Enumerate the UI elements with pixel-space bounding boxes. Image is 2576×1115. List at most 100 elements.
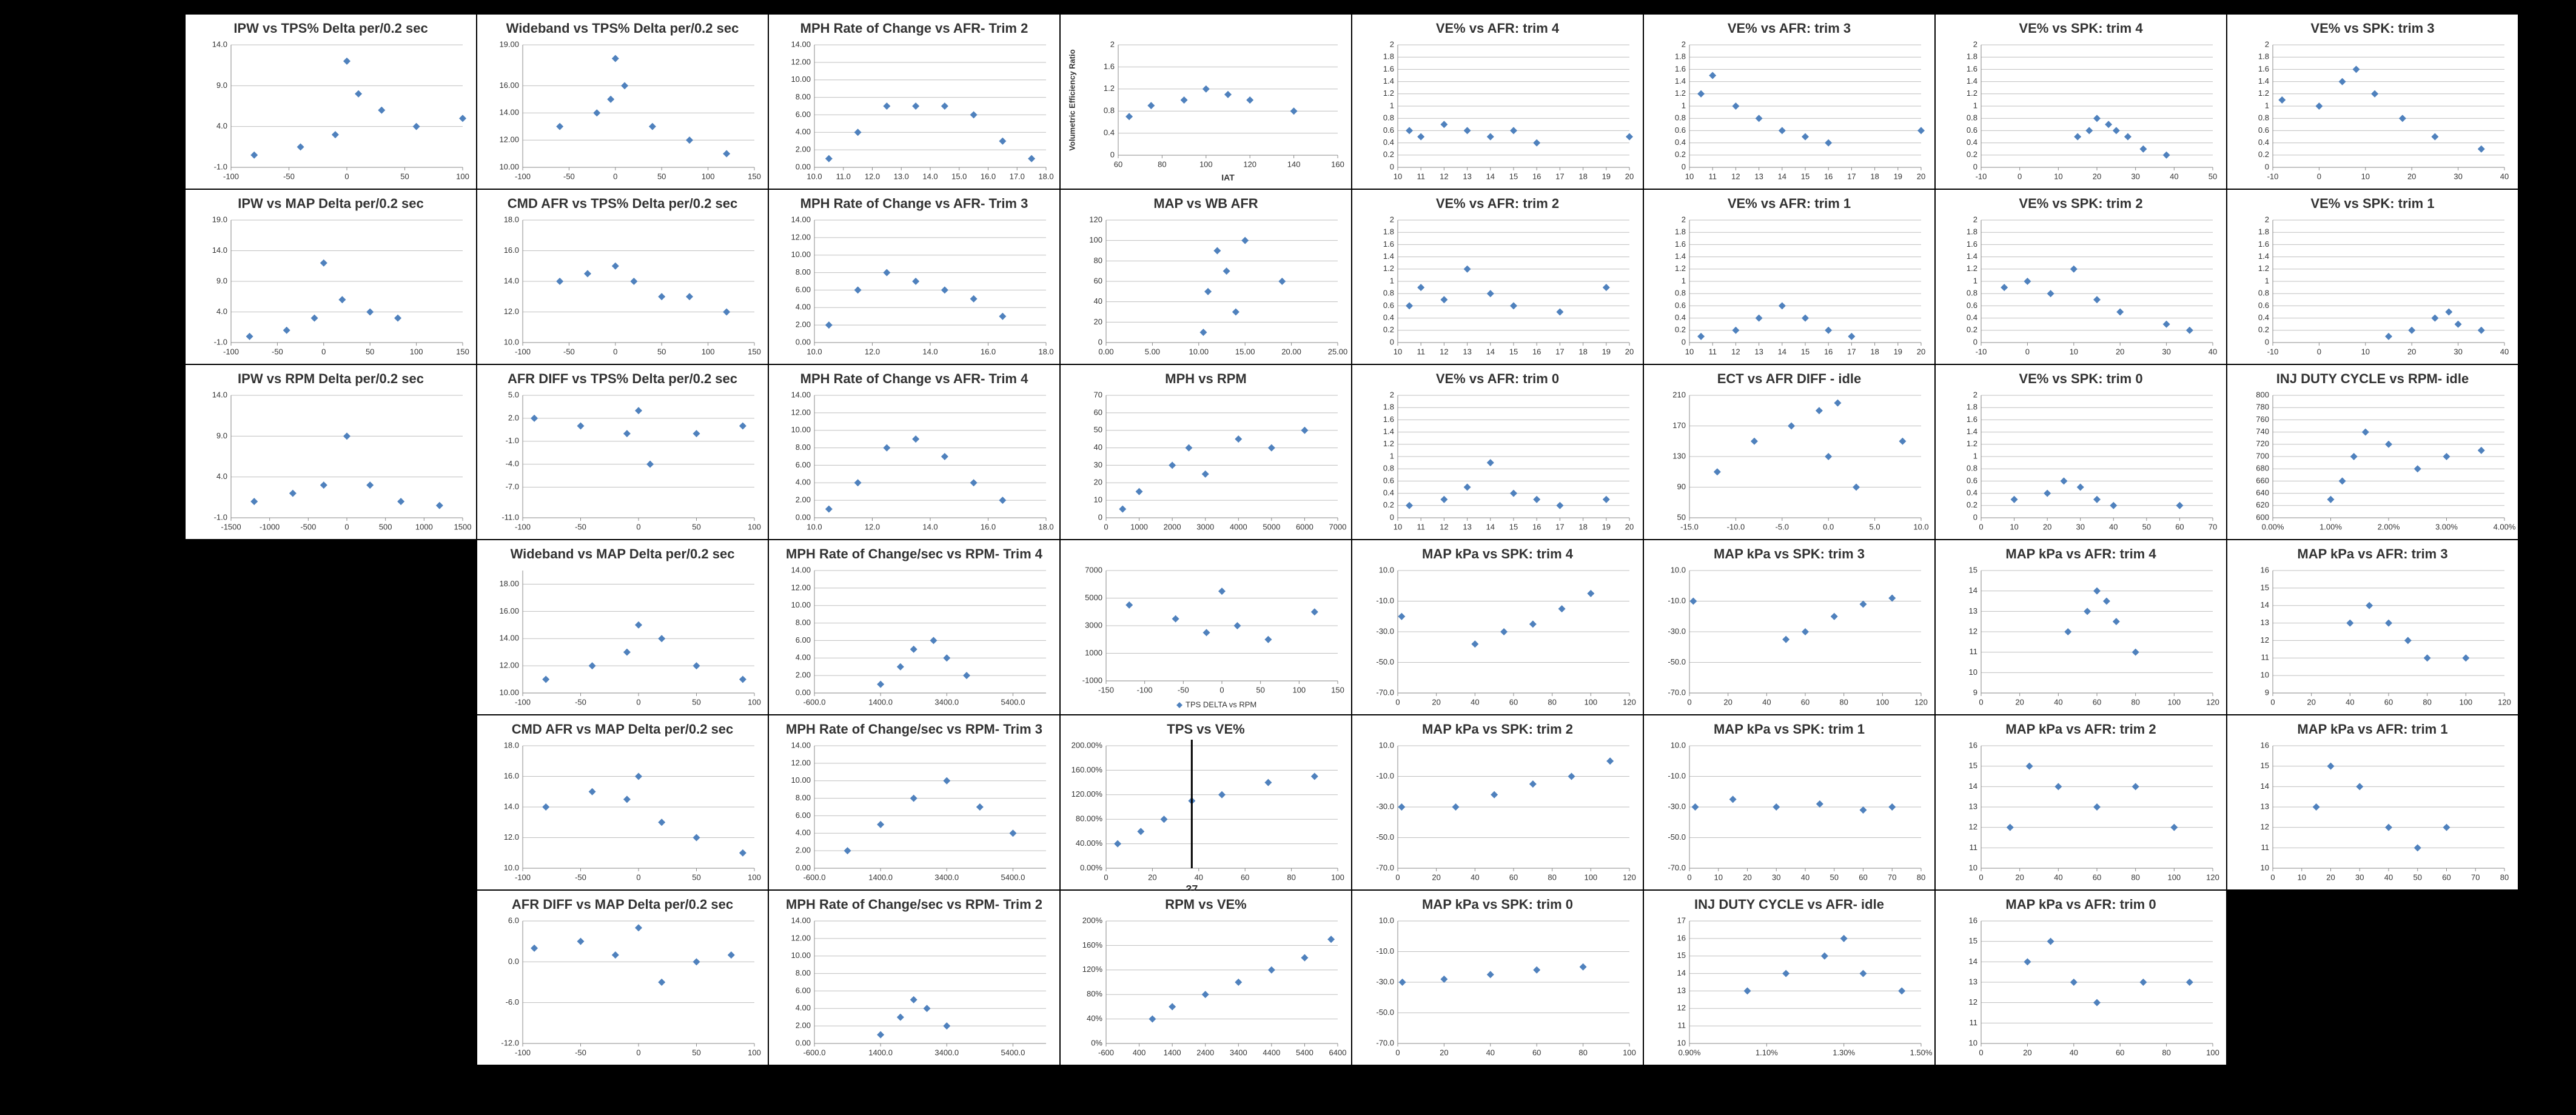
data-point <box>2443 823 2450 831</box>
data-point <box>1888 594 1896 602</box>
data-point <box>1778 302 1786 310</box>
y-tick-label: 15 <box>2261 761 2269 770</box>
y-tick-label: 40 <box>1094 443 1102 452</box>
data-point <box>2315 102 2323 110</box>
y-tick-label: 1.4 <box>1675 252 1686 261</box>
y-tick-label: 2 <box>1682 39 1686 49</box>
y-tick-label: 12.00 <box>791 407 811 417</box>
chart-title: IPW vs TPS% Delta per/0.2 sec <box>233 21 428 36</box>
x-tick-label: 0 <box>1395 1048 1400 1057</box>
data-point <box>1241 236 1249 244</box>
chart-title: MAP vs WB AFR <box>1153 196 1258 211</box>
x-tick-label: 1.10% <box>1756 1048 1778 1057</box>
data-point <box>1713 468 1721 476</box>
x-tick-label: 40 <box>1471 697 1479 706</box>
x-tick-label: 15 <box>1801 347 1810 356</box>
x-tick-label: 16 <box>1824 347 1833 356</box>
chart-title: MAP kPa vs SPK: trim 0 <box>1422 897 1573 912</box>
x-tick-label: 1000 <box>1130 522 1148 531</box>
chart-title: MPH vs RPM <box>1165 371 1246 386</box>
y-tick-label: 1 <box>1973 451 1977 460</box>
panel-background <box>1936 15 2226 189</box>
chart-panel: VE% vs SPK: trim 3 0 0.2 0.4 0.6 0.8 1 1.2 1.4 1.… <box>2227 15 2518 189</box>
x-tick-label: 12 <box>1440 522 1448 531</box>
data-point <box>2025 762 2033 770</box>
y-tick-label: 60 <box>1094 276 1102 285</box>
x-tick-label: -10 <box>2267 347 2279 356</box>
data-point <box>693 662 700 670</box>
x-tick-label: -50 <box>575 1048 586 1057</box>
y-tick-label: 15 <box>1677 951 1686 960</box>
x-tick-label: 18.0 <box>1038 172 1053 181</box>
y-tick-label: 9.0 <box>216 276 227 285</box>
y-tick-label: 14 <box>2261 600 2269 609</box>
x-tick-label: 15.00 <box>1235 347 1255 356</box>
x-tick-label: 25.00 <box>1328 347 1348 356</box>
y-tick-label: 0.6 <box>2258 301 2269 310</box>
x-tick-label: 14 <box>1486 172 1495 181</box>
data-point <box>1218 791 1226 799</box>
data-point <box>2093 115 2101 122</box>
data-point <box>2350 453 2358 460</box>
x-tick-label: 12 <box>1731 172 1740 181</box>
data-point <box>2352 65 2360 73</box>
x-tick-label: 0.00% <box>2262 522 2284 531</box>
x-tick-label: 120 <box>2206 872 2219 882</box>
chart-title: MAP kPa vs AFR: trim 0 <box>2005 897 2156 912</box>
y-tick-label: 0.2 <box>2258 150 2269 159</box>
chart-panel: RPM vs VE% 0% 40% 80% 120% 160% 200% -600 400 140… <box>1061 891 1351 1065</box>
chart-panel: MAP kPa vs SPK: trim 3 -70.0 -50.0 -30.0 -10… <box>1644 540 1934 714</box>
data-point <box>923 1005 931 1013</box>
y-tick-label: 800 <box>2256 390 2269 399</box>
x-tick-label: 1400.0 <box>868 1048 893 1057</box>
chart-title: RPM vs VE% <box>1165 897 1247 912</box>
y-tick-label: 0 <box>1973 512 1977 521</box>
y-tick-label: 10.0 <box>1671 565 1686 574</box>
y-tick-label: 16 <box>1677 933 1686 942</box>
panel-background <box>769 15 1059 189</box>
data-point <box>1185 444 1193 452</box>
chart-title: MAP kPa vs AFR: trim 4 <box>2005 546 2156 561</box>
y-tick-label: 1 <box>2265 276 2269 285</box>
chart-title: IPW vs MAP Delta per/0.2 sec <box>238 196 424 211</box>
data-point <box>1406 127 1414 135</box>
y-tick-label: 10 <box>1677 1038 1686 1047</box>
x-tick-label: 14 <box>1486 522 1495 531</box>
data-point <box>970 111 978 119</box>
data-point <box>943 777 951 785</box>
data-point <box>289 489 297 497</box>
y-tick-label: 1 <box>1973 276 1977 285</box>
x-tick-label: 20 <box>2015 697 2024 706</box>
data-point <box>1223 267 1230 275</box>
x-tick-label: -10 <box>2267 172 2279 181</box>
y-tick-label: 40.00% <box>1076 839 1103 848</box>
data-point <box>338 296 346 304</box>
data-point <box>2477 145 2485 153</box>
y-tick-label: 0 <box>1390 162 1394 171</box>
x-tick-label: 4.00% <box>2494 522 2516 531</box>
data-point <box>2139 145 2147 153</box>
data-point <box>1510 127 1517 135</box>
data-point <box>912 102 920 110</box>
chart-panel: MPH vs RPM 0 10 20 30 40 50 60 70 0 1000 2000 3000 40… <box>1061 365 1351 539</box>
data-point <box>658 819 666 826</box>
x-tick-label: 1400.0 <box>868 697 893 706</box>
data-point <box>2060 477 2068 485</box>
x-tick-label: 20 <box>1625 522 1634 531</box>
y-tick-label: 640 <box>2256 488 2269 497</box>
panel-background <box>1061 891 1351 1065</box>
y-tick-label: 1.8 <box>1675 52 1686 61</box>
data-point <box>1859 969 1867 977</box>
data-point <box>1587 589 1595 597</box>
panel-background <box>186 365 476 539</box>
data-point <box>646 460 654 468</box>
y-tick-label: 14.00 <box>499 634 519 643</box>
data-point <box>1579 963 1587 971</box>
data-point <box>623 648 631 656</box>
panel-background <box>1352 715 1643 889</box>
data-point <box>2278 96 2286 104</box>
x-tick-label: 1.50% <box>1910 1048 1933 1057</box>
y-tick-label: 0.6 <box>1383 476 1394 485</box>
data-point <box>658 635 666 643</box>
x-tick-label: 60 <box>1532 1048 1541 1057</box>
